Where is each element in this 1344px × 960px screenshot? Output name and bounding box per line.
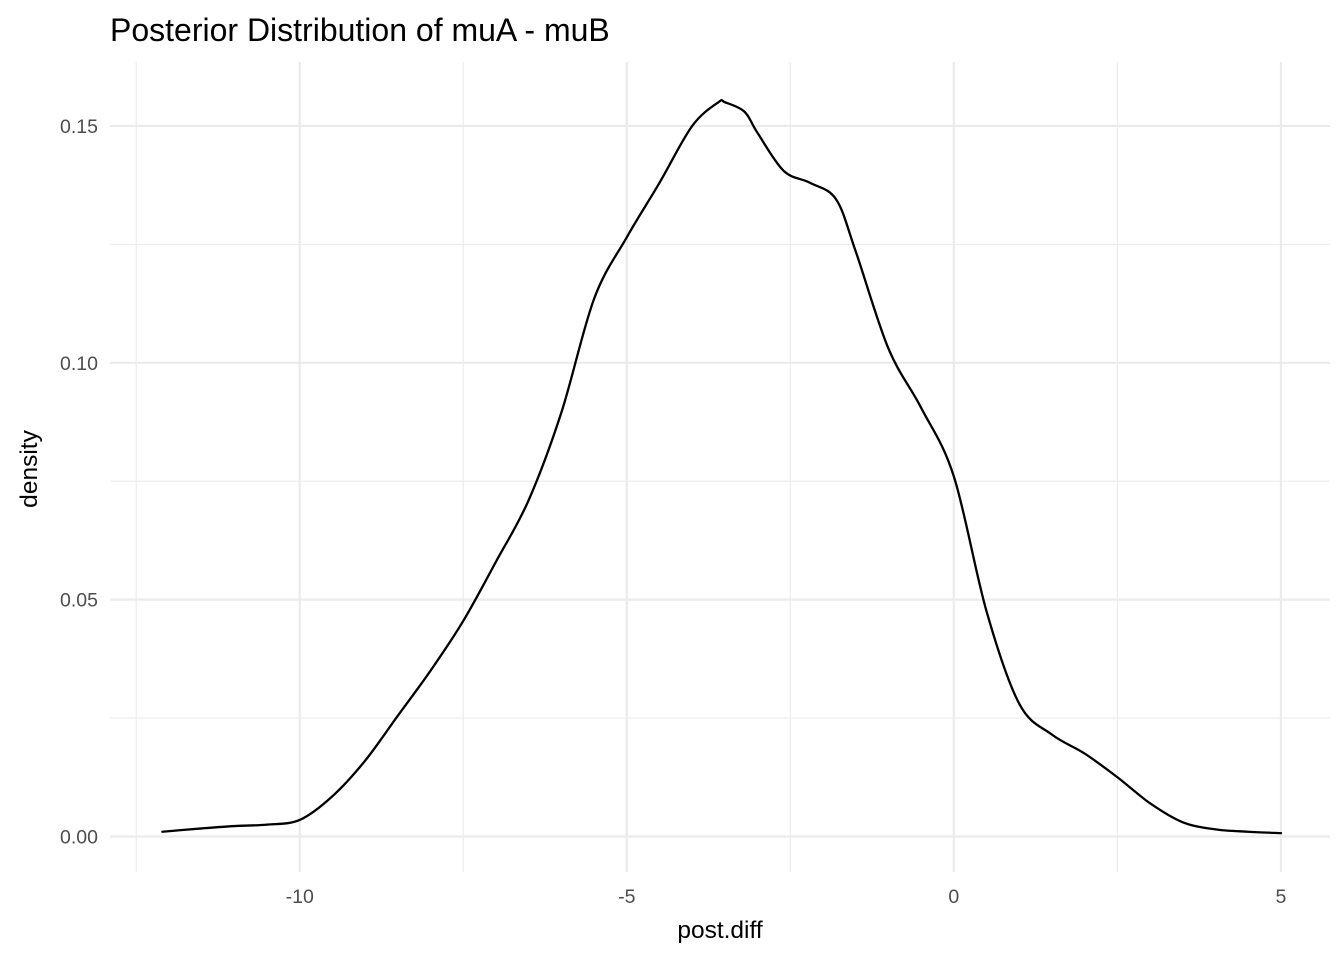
y-tick-label: 0.05: [60, 590, 98, 612]
y-tick-label: 0.10: [60, 353, 98, 375]
x-tick-label: 0: [948, 886, 959, 908]
x-tick-label: 5: [1276, 886, 1287, 908]
y-tick-label: 0.15: [60, 116, 98, 138]
x-axis-title: post.diff: [677, 917, 763, 944]
x-axis-tick-labels: -10 -5 0 5: [286, 886, 1287, 908]
x-tick-label: -10: [286, 886, 314, 908]
major-grid: [110, 62, 1330, 872]
y-axis-title: density: [16, 429, 43, 507]
minor-grid: [110, 62, 1330, 872]
chart-title: Posterior Distribution of muA - muB: [110, 12, 610, 48]
y-axis-tick-labels: 0.00 0.05 0.10 0.15: [60, 116, 98, 849]
density-curve: [161, 98, 1283, 835]
x-tick-label: -5: [618, 886, 635, 908]
y-tick-label: 0.00: [60, 826, 98, 848]
